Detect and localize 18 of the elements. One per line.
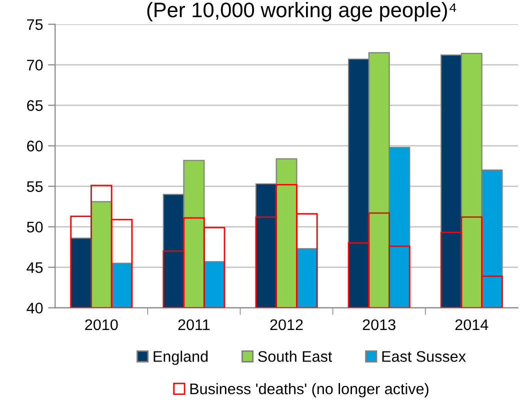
x-tick-label: 2014 [455,319,488,330]
legend-label: Business 'deaths' (no longer active) [190,383,428,398]
y-tick-label: 45 [26,262,43,273]
y-tick-label: 50 [26,222,43,232]
y-tick-label: 65 [27,100,43,111]
y-tick-label: 55 [26,181,43,192]
x-tick-label: 2012 [270,319,303,330]
legend-label: England [154,350,208,365]
x-tick-label: 2013 [362,319,396,330]
y-tick-label: 60 [27,140,43,152]
y-tick-label: 40 [26,302,43,314]
y-tick-label: 70 [27,60,43,70]
x-tick-label: 2011 [178,319,210,330]
x-tick-label: 2010 [85,319,118,330]
legend-label: East Sussex [382,351,466,362]
y-tick-label: 75 [27,19,43,30]
legend-label: South East [258,350,332,362]
chart-title: (Per 10,000 working age people)⁴ [147,2,456,22]
